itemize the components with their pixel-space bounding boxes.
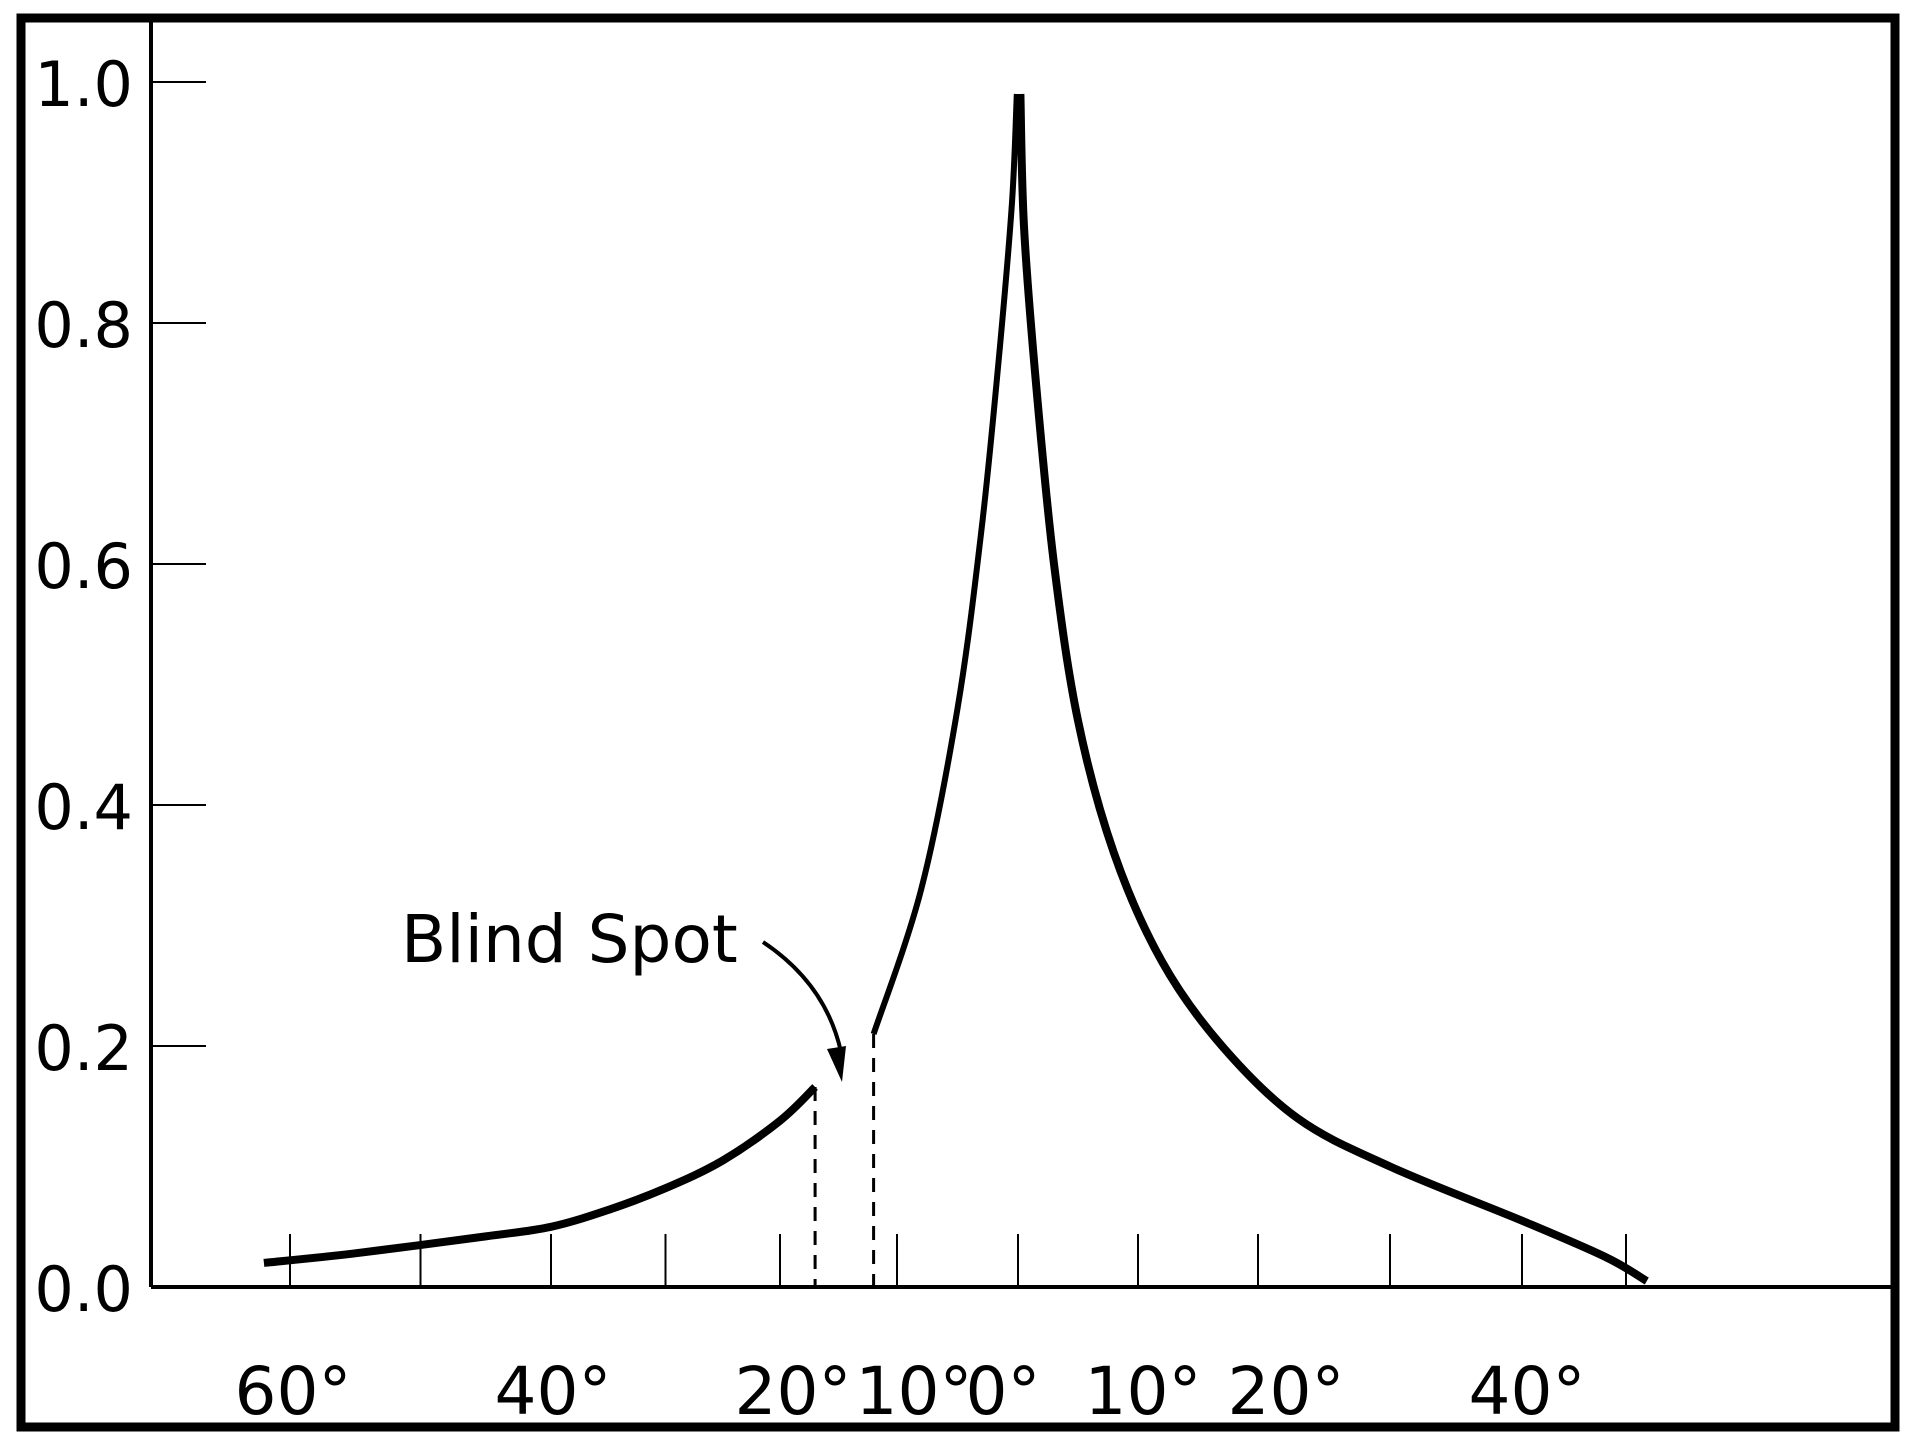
series-line-segment (870, 93, 1020, 1035)
y-tick-label: 1.0 (34, 48, 133, 121)
y-tick-label: 0.8 (34, 289, 133, 362)
series-line-segment (263, 1084, 818, 1267)
arrow-head-icon (827, 1046, 846, 1082)
y-tick-label: 0.2 (34, 1012, 133, 1085)
blind-spot-markers (813, 1033, 876, 1287)
y-tick-label: 0.6 (34, 530, 133, 603)
series-layer (263, 93, 1649, 1285)
outer-frame (16, 13, 1900, 1432)
annotation-layer: Blind Spot (401, 901, 846, 1082)
x-tick-label: 0° (966, 1353, 1041, 1430)
x-tick-label: 10° (856, 1353, 973, 1430)
y-tick-label: 0.0 (34, 1253, 133, 1326)
blind-spot-annotation: Blind Spot (401, 901, 738, 978)
x-tick-label: 40° (495, 1353, 612, 1430)
x-tick-label: 60° (235, 1353, 352, 1430)
y-axis-ticks: 0.0 0.2 0.4 0.6 0.8 1.0 (34, 48, 206, 1326)
x-tick-label: 10° (1085, 1353, 1202, 1430)
x-axis-ticks: 60° 40° 20° 10°0° 10° 20° 40° (235, 1234, 1627, 1430)
x-tick-label: 20° (735, 1353, 852, 1430)
x-tick-label: 20° (1228, 1353, 1345, 1430)
blind-spot-arrow (761, 940, 843, 1053)
y-tick-label: 0.4 (34, 771, 133, 844)
series-line-segment (1016, 93, 1649, 1285)
x-tick-label: 40° (1469, 1353, 1586, 1430)
